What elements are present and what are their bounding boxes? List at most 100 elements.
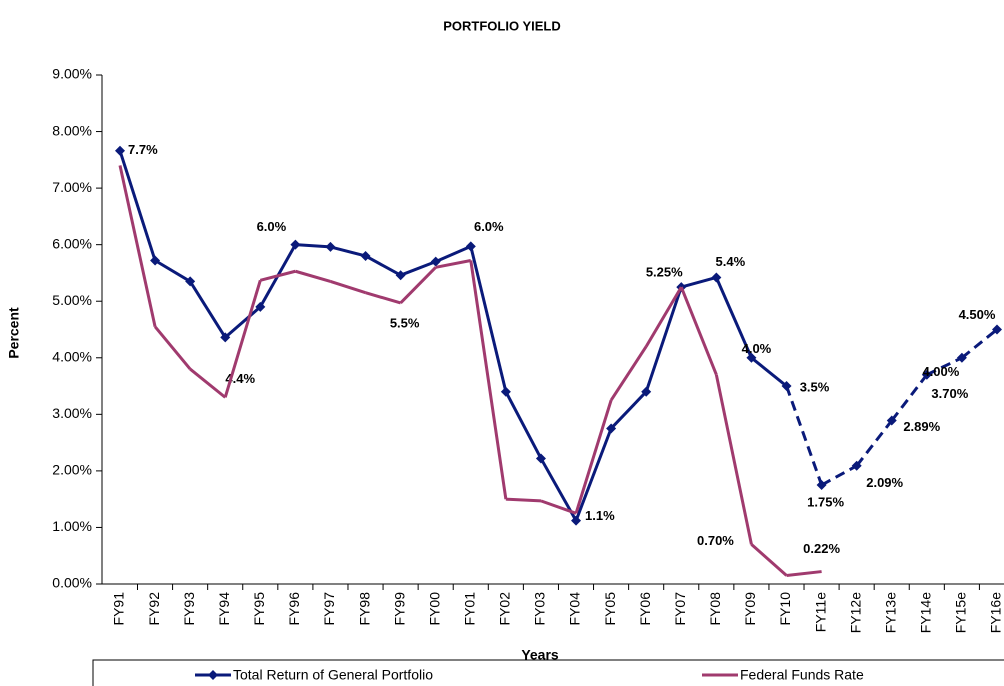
y-tick-label: 4.00% — [52, 348, 92, 364]
line-segment — [399, 266, 437, 304]
data-label: 4.0% — [742, 341, 772, 356]
line-segment — [188, 280, 227, 339]
x-tick-label: FY94 — [216, 592, 232, 626]
point-marker — [571, 515, 582, 526]
line-segment — [504, 391, 543, 460]
data-label: 4.00% — [922, 364, 959, 379]
x-tick-label: FY11e — [812, 592, 828, 632]
y-tick-label: 6.00% — [52, 235, 92, 251]
point-marker — [711, 272, 722, 283]
line-segment — [364, 254, 402, 277]
point-marker — [255, 301, 266, 312]
x-tick-label: FY08 — [707, 592, 723, 626]
line-segment — [435, 259, 472, 269]
line-segment — [610, 390, 648, 430]
x-tick-label: FY95 — [251, 592, 267, 626]
data-label: 6.0% — [257, 219, 287, 234]
x-tick-label: FY98 — [356, 592, 372, 626]
line-segment — [540, 499, 577, 515]
point-marker — [325, 241, 336, 252]
point-marker — [746, 352, 757, 363]
line-segment — [259, 269, 296, 282]
x-tick-label: FY92 — [146, 592, 162, 626]
data-label: 4.50% — [959, 307, 996, 322]
x-tick-label: FY07 — [672, 592, 688, 626]
line-segment — [574, 427, 613, 522]
x-tick-label: FY04 — [567, 592, 583, 626]
x-tick-label: FY93 — [181, 592, 197, 626]
data-label: 5.4% — [716, 254, 746, 269]
y-tick-label: 0.00% — [52, 575, 92, 591]
data-label: 1.75% — [807, 494, 844, 509]
point-marker — [781, 381, 792, 392]
line-segment — [295, 243, 331, 249]
point-marker — [395, 270, 406, 281]
line-segment — [365, 291, 402, 305]
line-segment — [750, 356, 788, 388]
line-segment — [223, 279, 262, 398]
point-marker — [220, 332, 231, 343]
data-label: 6.0% — [474, 219, 504, 234]
line-segment — [820, 464, 858, 487]
line-segment — [224, 305, 262, 339]
x-tick-label: FY12e — [847, 592, 863, 633]
point-marker — [992, 324, 1002, 335]
x-tick-label: FY01 — [462, 592, 478, 626]
line-segment — [644, 286, 683, 393]
point-marker — [465, 241, 476, 252]
y-tick-label: 2.00% — [52, 462, 92, 478]
y-tick-label: 1.00% — [52, 518, 92, 534]
data-label: 5.5% — [390, 316, 420, 331]
x-tick-label: FY05 — [602, 592, 618, 626]
chart-title: PORTFOLIO YIELD — [443, 18, 561, 33]
line-segment — [294, 269, 331, 283]
point-marker — [535, 453, 546, 464]
data-label: 3.70% — [931, 386, 968, 401]
point-marker — [290, 239, 301, 250]
x-tick-label: FY13e — [882, 592, 898, 633]
data-label: 2.89% — [903, 419, 940, 434]
line-segment — [505, 497, 542, 503]
x-tick-label: FY09 — [742, 592, 758, 626]
line-segment — [714, 374, 753, 545]
data-label: 5.25% — [646, 265, 683, 280]
legend-marker — [208, 670, 218, 680]
x-tick-label: FY00 — [426, 592, 442, 626]
line-segment — [574, 399, 613, 514]
data-label: 2.09% — [866, 475, 903, 490]
x-tick-label: FY02 — [497, 592, 513, 626]
y-tick-label: 3.00% — [52, 405, 92, 421]
data-label: 7.7% — [128, 142, 158, 157]
y-axis-title: Percent — [6, 307, 22, 359]
point-marker — [851, 460, 862, 471]
line-segment — [330, 280, 367, 295]
line-segment — [890, 373, 929, 422]
line-segment — [435, 244, 472, 264]
x-tick-label: FY91 — [111, 592, 127, 626]
y-tick-label: 7.00% — [52, 179, 92, 195]
line-segment — [750, 543, 788, 577]
x-tick-label: FY06 — [637, 592, 653, 626]
line-segment — [679, 286, 718, 376]
point-marker — [606, 423, 617, 434]
y-tick-label: 5.00% — [52, 292, 92, 308]
point-marker — [886, 415, 897, 426]
line-segment — [469, 260, 508, 500]
line-segment — [330, 245, 366, 258]
line-segment — [118, 165, 157, 327]
y-tick-label: 9.00% — [52, 66, 92, 82]
x-tick-label: FY16e — [988, 592, 1004, 633]
point-marker — [816, 480, 827, 491]
line-segment — [785, 385, 824, 486]
point-marker — [500, 386, 511, 397]
line-segment — [189, 367, 227, 399]
x-tick-label: FY15e — [953, 592, 969, 633]
line-segment — [786, 570, 822, 578]
point-marker — [956, 352, 967, 363]
x-tick-label: FY99 — [391, 592, 407, 626]
line-segment — [469, 246, 508, 393]
data-label: 1.1% — [585, 508, 615, 523]
line-segment — [714, 276, 753, 359]
legend-label: Total Return of General Portfolio — [233, 667, 433, 683]
